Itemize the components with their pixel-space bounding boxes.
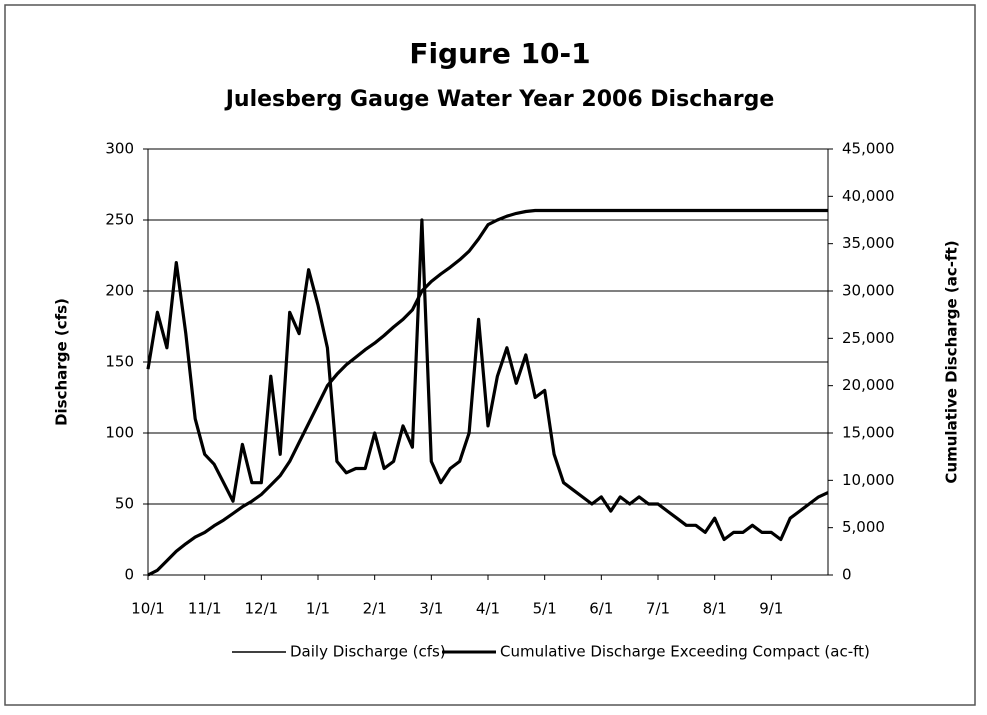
y-axis-title: Discharge (cfs) [53, 298, 71, 426]
y-tick-label: 100 [105, 424, 134, 442]
legend-label: Daily Discharge (cfs) [290, 643, 446, 661]
y2-tick-label: 25,000 [842, 329, 895, 347]
y2-tick-label: 5,000 [842, 518, 885, 536]
x-tick-label: 2/1 [363, 600, 387, 618]
y-tick-label: 200 [105, 282, 134, 300]
y2-tick-label: 20,000 [842, 376, 895, 394]
x-tick-label: 1/1 [306, 600, 330, 618]
chart-title: Figure 10-1 [409, 37, 590, 70]
y2-tick-label: 10,000 [842, 471, 895, 489]
y-tick-label: 150 [105, 353, 134, 371]
y-tick-label: 250 [105, 211, 134, 229]
y-tick-label: 50 [115, 495, 134, 513]
x-tick-label: 12/1 [244, 600, 278, 618]
chart-frame [4, 4, 976, 706]
y2-tick-label: 40,000 [842, 187, 895, 205]
y2-tick-label: 30,000 [842, 282, 895, 300]
y2-tick-label: 45,000 [842, 140, 895, 158]
y-tick-label: 300 [105, 140, 134, 158]
chart-subtitle: Julesberg Gauge Water Year 2006 Discharg… [224, 87, 775, 112]
y2-tick-label: 15,000 [842, 424, 895, 442]
series-line [146, 218, 829, 542]
y2-tick-label: 35,000 [842, 234, 895, 252]
x-tick-label: 9/1 [759, 600, 783, 618]
legend-label: Cumulative Discharge Exceeding Compact (… [500, 643, 870, 661]
x-tick-label: 10/1 [131, 600, 165, 618]
x-tick-label: 3/1 [419, 600, 443, 618]
x-tick-label: 8/1 [703, 600, 727, 618]
y2-tick-label: 0 [842, 566, 852, 584]
y2-axis-title: Cumulative Discharge (ac-ft) [943, 240, 961, 483]
y-tick-label: 0 [124, 566, 134, 584]
x-tick-label: 5/1 [533, 600, 557, 618]
x-tick-label: 7/1 [646, 600, 670, 618]
x-tick-label: 6/1 [589, 600, 613, 618]
series-line [147, 208, 828, 577]
x-tick-label: 4/1 [476, 600, 500, 618]
x-tick-label: 11/1 [188, 600, 222, 618]
